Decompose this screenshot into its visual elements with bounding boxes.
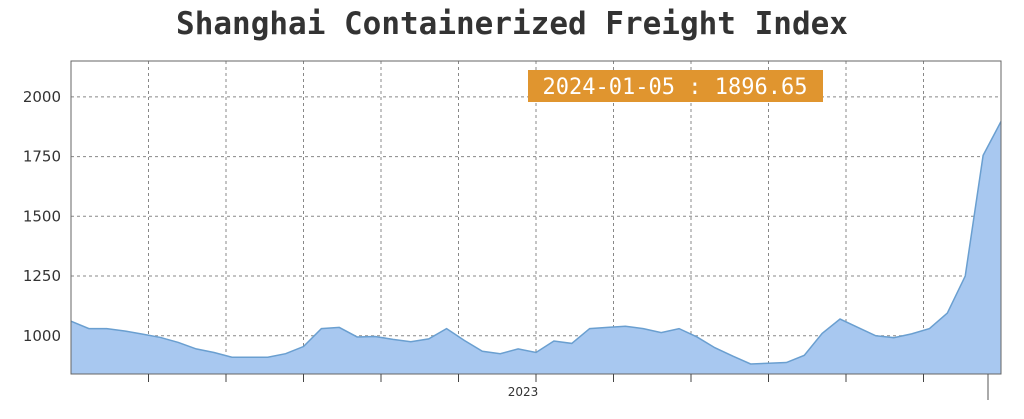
y-tick-label: 1750 <box>23 148 61 166</box>
tooltip-label: 2024-01-05 : 1896.65 <box>543 75 808 100</box>
series-line <box>70 121 1002 365</box>
y-tick-label: 1250 <box>23 267 61 285</box>
y-axis-ticks: 1000 1250 1500 1750 2000 <box>23 88 61 345</box>
tooltip-background <box>528 70 823 102</box>
y-tick-label: 1500 <box>23 207 61 225</box>
chart-title: Shanghai Containerized Freight Index <box>176 6 848 42</box>
series-area-fill <box>71 121 1001 375</box>
y-tick-label: 2000 <box>23 88 61 106</box>
y-tick-label: 1000 <box>23 327 61 345</box>
grid-lines <box>71 61 1001 374</box>
value-tooltip: 2024-01-05 : 1896.65 <box>528 70 823 102</box>
x-tick-label: 2023 <box>508 385 539 399</box>
x-axis-ticks: 2023 <box>148 374 989 400</box>
series-area <box>70 121 1002 375</box>
